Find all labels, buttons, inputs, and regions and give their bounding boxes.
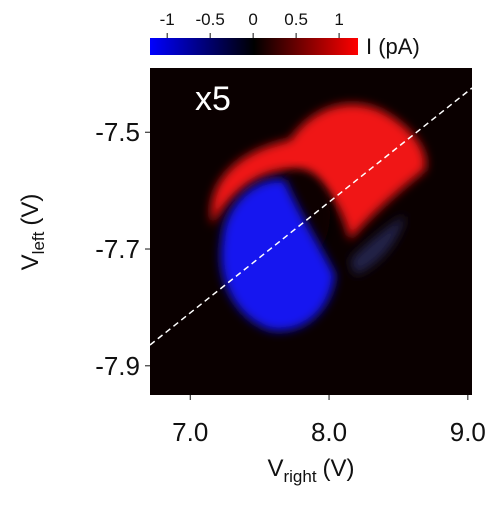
- y-label-unit: (V): [17, 194, 44, 226]
- x-tick-label: 8.0: [311, 417, 347, 447]
- y-axis-label: Vleft (V): [17, 194, 48, 271]
- y-tick-label: -7.9: [95, 351, 140, 381]
- x-tick-label: 7.0: [172, 417, 208, 447]
- y-label-subscript: left: [29, 231, 48, 254]
- y-tick-label: -7.5: [95, 117, 140, 147]
- x-axis-label: Vright (V): [267, 455, 354, 486]
- y-label-symbol: V: [17, 254, 44, 270]
- y-tick-label: -7.7: [95, 234, 140, 264]
- negative-region: [220, 179, 335, 331]
- faint-region: [350, 215, 405, 275]
- colorbar-tick-label: 0.5: [284, 10, 308, 29]
- positive-region: [211, 104, 426, 240]
- x-tick-label: 9.0: [450, 417, 486, 447]
- colorbar-tick-label: 1: [334, 10, 343, 29]
- x-label-unit: (V): [323, 455, 355, 482]
- colorbar-tick-label: -1: [160, 10, 175, 29]
- colorbar: [150, 38, 358, 55]
- x-label-subscript: right: [283, 467, 316, 486]
- heatmap-image: [150, 87, 472, 346]
- guide-line: [150, 87, 472, 346]
- annotation: x5: [195, 80, 231, 118]
- colorbar-label: I (pA): [366, 34, 420, 59]
- x-label-symbol: V: [267, 455, 283, 482]
- colorbar-tick-label: 0: [248, 10, 257, 29]
- colorbar-tick-label: -0.5: [196, 10, 225, 29]
